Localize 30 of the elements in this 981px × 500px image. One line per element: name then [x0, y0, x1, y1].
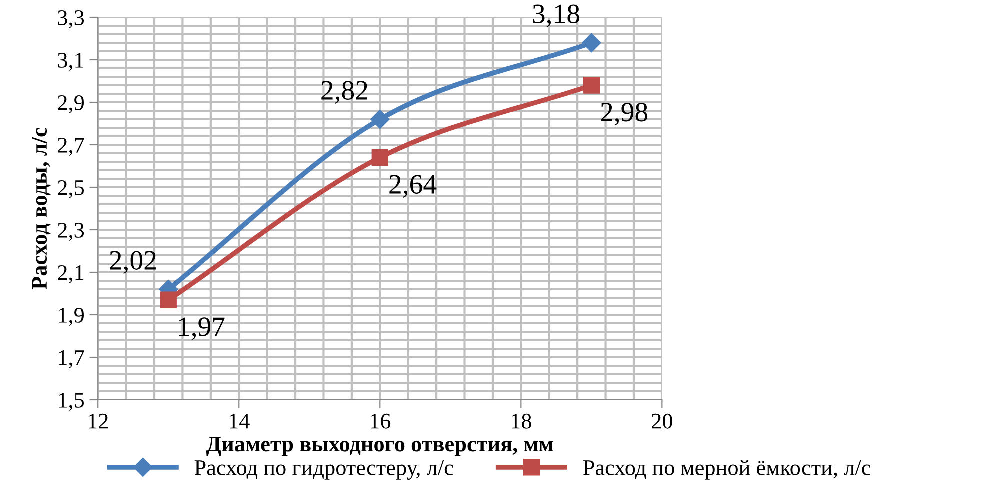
y-axis-title: Расход воды, л/с [32, 128, 51, 290]
point [370, 110, 390, 130]
y-tick-label: 2,1 [58, 265, 84, 284]
point [160, 292, 177, 308]
y-tick-label: 2,5 [58, 180, 84, 199]
data-label: 1,97 [179, 318, 225, 340]
y-tick-label: 3,3 [58, 10, 84, 29]
y-tick-label: 2,7 [58, 138, 84, 156]
y-tick-label: 1,9 [59, 308, 84, 326]
y-tick-label: 1,7 [59, 350, 84, 369]
x-tick-label: 18 [512, 414, 532, 429]
data-label: 2,82 [322, 81, 368, 104]
y-tick-label: 1,5 [59, 393, 84, 412]
legend-label: Расход по гидротестеру, л/с [194, 460, 454, 480]
data-label: 3,18 [533, 4, 580, 28]
x-tick-label: 12 [88, 414, 108, 429]
point [582, 33, 602, 53]
y-tick-label: 3,1 [58, 52, 84, 72]
data-label: 2,02 [110, 251, 156, 274]
y-tick-label: 2,9 [58, 95, 84, 114]
point [583, 77, 600, 94]
x-axis-title: Диаметр выходного отверстия, мм [206, 436, 554, 456]
data-label: 2,98 [601, 102, 648, 126]
x-tick-label: 14 [230, 414, 250, 429]
y-tick-label: 2,3 [58, 222, 84, 242]
data-label: 2,64 [390, 175, 437, 198]
x-tick-label: 20 [652, 414, 672, 429]
legend-label: Расход по мерной ёмкости, л/с [583, 460, 871, 480]
x-tick-label: 16 [370, 414, 391, 429]
point [372, 149, 388, 166]
